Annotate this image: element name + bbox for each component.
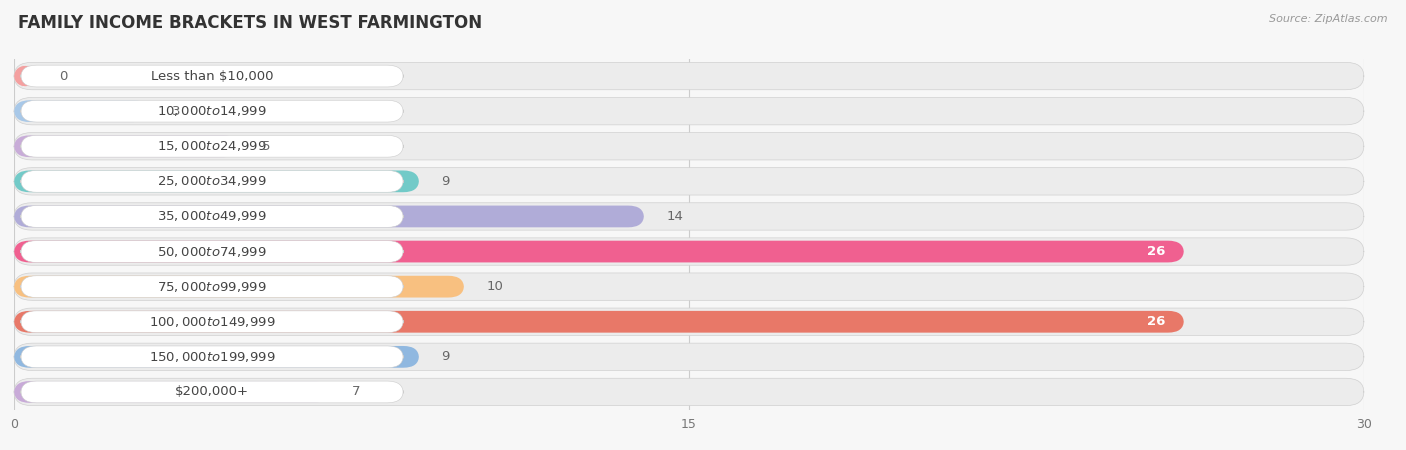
Text: FAMILY INCOME BRACKETS IN WEST FARMINGTON: FAMILY INCOME BRACKETS IN WEST FARMINGTO…: [18, 14, 482, 32]
FancyBboxPatch shape: [14, 100, 149, 122]
Text: $75,000 to $99,999: $75,000 to $99,999: [157, 279, 267, 294]
FancyBboxPatch shape: [14, 276, 464, 297]
FancyBboxPatch shape: [14, 206, 644, 227]
FancyBboxPatch shape: [14, 171, 419, 192]
FancyBboxPatch shape: [14, 98, 1364, 125]
FancyBboxPatch shape: [14, 238, 1364, 265]
Text: $200,000+: $200,000+: [174, 386, 249, 398]
Text: $25,000 to $34,999: $25,000 to $34,999: [157, 174, 267, 189]
FancyBboxPatch shape: [14, 168, 1364, 195]
Text: 9: 9: [441, 351, 450, 363]
FancyBboxPatch shape: [21, 241, 404, 262]
Text: 3: 3: [172, 105, 180, 117]
Text: 9: 9: [441, 175, 450, 188]
Text: 0: 0: [59, 70, 67, 82]
FancyBboxPatch shape: [14, 241, 1184, 262]
FancyBboxPatch shape: [14, 65, 37, 87]
Text: Less than $10,000: Less than $10,000: [150, 70, 273, 82]
Text: 7: 7: [352, 386, 360, 398]
FancyBboxPatch shape: [14, 135, 239, 157]
FancyBboxPatch shape: [21, 206, 404, 227]
FancyBboxPatch shape: [14, 311, 1184, 333]
FancyBboxPatch shape: [14, 381, 329, 403]
Text: $50,000 to $74,999: $50,000 to $74,999: [157, 244, 267, 259]
FancyBboxPatch shape: [21, 346, 404, 368]
FancyBboxPatch shape: [14, 133, 1364, 160]
Text: 10: 10: [486, 280, 503, 293]
FancyBboxPatch shape: [21, 171, 404, 192]
Text: Source: ZipAtlas.com: Source: ZipAtlas.com: [1270, 14, 1388, 23]
FancyBboxPatch shape: [14, 203, 1364, 230]
FancyBboxPatch shape: [14, 308, 1364, 335]
Text: $150,000 to $199,999: $150,000 to $199,999: [149, 350, 276, 364]
FancyBboxPatch shape: [14, 343, 1364, 370]
Text: 26: 26: [1147, 245, 1166, 258]
FancyBboxPatch shape: [14, 346, 419, 368]
Text: 5: 5: [262, 140, 270, 153]
FancyBboxPatch shape: [14, 63, 1364, 90]
FancyBboxPatch shape: [14, 273, 1364, 300]
Text: $100,000 to $149,999: $100,000 to $149,999: [149, 315, 276, 329]
FancyBboxPatch shape: [21, 65, 404, 87]
Text: 26: 26: [1147, 315, 1166, 328]
Text: $15,000 to $24,999: $15,000 to $24,999: [157, 139, 267, 153]
FancyBboxPatch shape: [21, 276, 404, 297]
FancyBboxPatch shape: [21, 381, 404, 403]
Text: $35,000 to $49,999: $35,000 to $49,999: [157, 209, 267, 224]
FancyBboxPatch shape: [14, 378, 1364, 405]
FancyBboxPatch shape: [21, 100, 404, 122]
FancyBboxPatch shape: [21, 135, 404, 157]
Text: $10,000 to $14,999: $10,000 to $14,999: [157, 104, 267, 118]
FancyBboxPatch shape: [21, 311, 404, 333]
Text: 14: 14: [666, 210, 683, 223]
